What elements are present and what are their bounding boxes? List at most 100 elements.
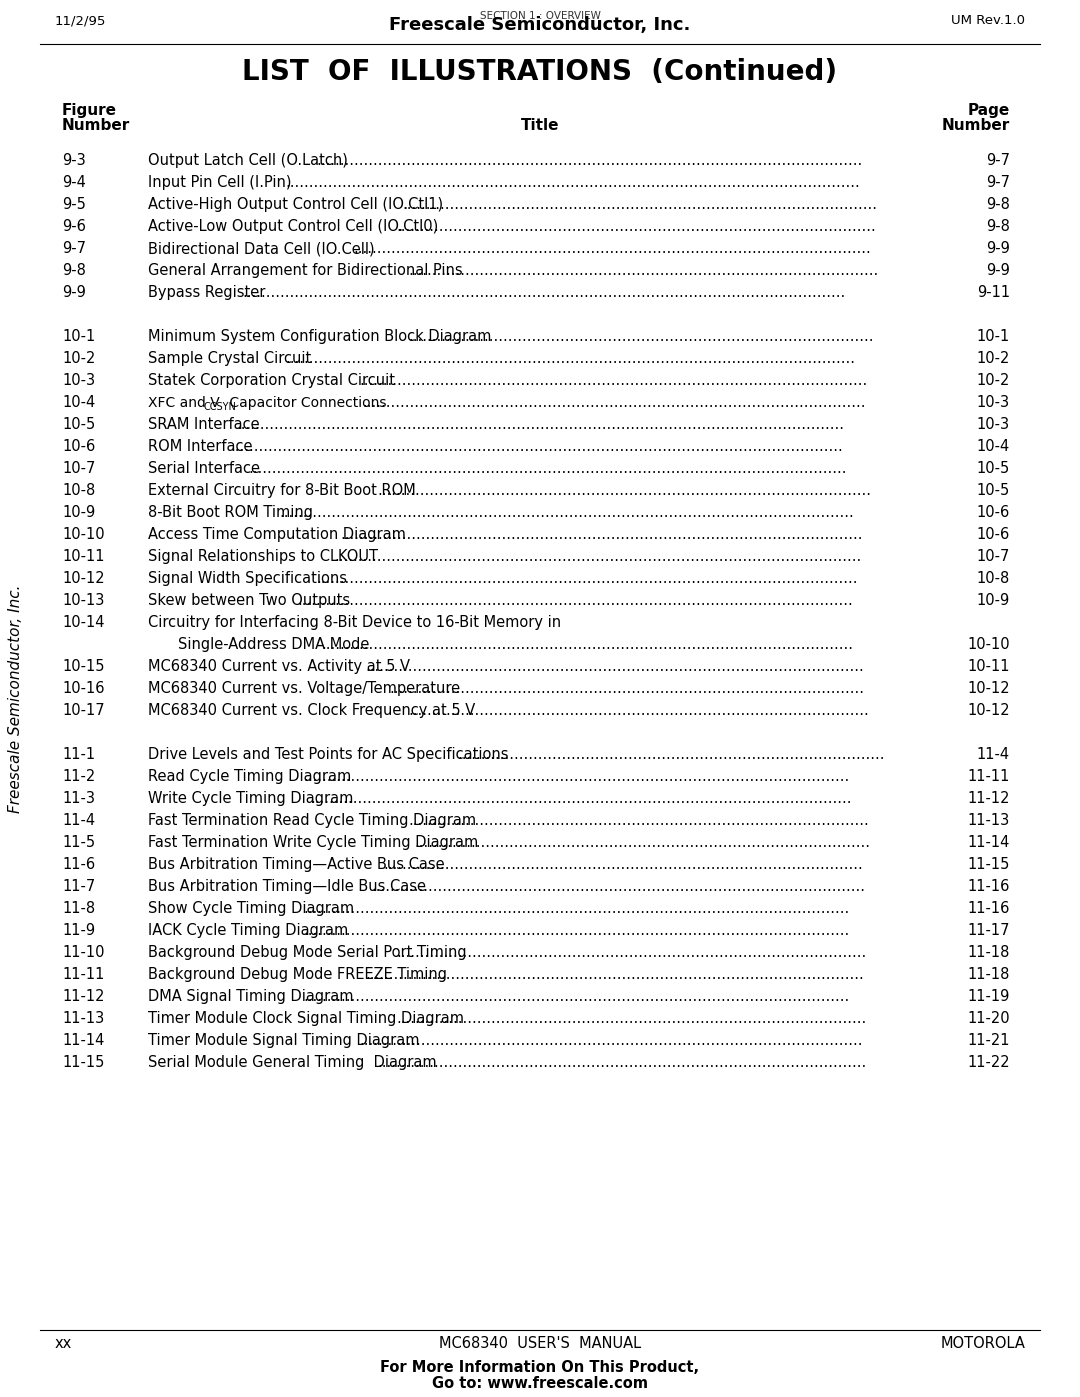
Text: Bidirectional Data Cell (IO.Cell): Bidirectional Data Cell (IO.Cell) <box>148 242 375 256</box>
Text: ................................................................................: ........................................… <box>340 527 863 542</box>
Text: 10-6: 10-6 <box>62 439 95 454</box>
Text: Fast Termination Write Cycle Timing Diagram: Fast Termination Write Cycle Timing Diag… <box>148 835 478 849</box>
Text: ................................................................................: ........................................… <box>285 351 855 366</box>
Text: 11-3: 11-3 <box>62 791 95 806</box>
Text: ................................................................................: ........................................… <box>383 856 863 872</box>
Text: 11-1: 11-1 <box>62 747 95 761</box>
Text: ................................................................................: ........................................… <box>362 395 866 409</box>
Text: ................................................................................: ........................................… <box>303 989 850 1004</box>
Text: 10-3: 10-3 <box>977 416 1010 432</box>
Text: ................................................................................: ........................................… <box>396 1011 866 1025</box>
Text: 11-13: 11-13 <box>62 1011 105 1025</box>
Text: ROM Interface: ROM Interface <box>148 439 253 454</box>
Text: 9-7: 9-7 <box>62 242 86 256</box>
Text: 9-9: 9-9 <box>62 285 86 300</box>
Text: ................................................................................: ........................................… <box>353 242 870 256</box>
Text: ................................................................................: ........................................… <box>303 923 850 937</box>
Text: ................................................................................: ........................................… <box>365 967 864 982</box>
Text: 11-16: 11-16 <box>968 879 1010 894</box>
Text: ................................................................................: ........................................… <box>396 219 876 235</box>
Text: 10-1: 10-1 <box>62 330 95 344</box>
Text: 11-18: 11-18 <box>968 944 1010 960</box>
Text: Statek Corporation Crystal Circuit: Statek Corporation Crystal Circuit <box>148 373 395 388</box>
Text: ................................................................................: ........................................… <box>365 659 864 673</box>
Text: 11-7: 11-7 <box>62 879 95 894</box>
Text: 11-2: 11-2 <box>62 768 95 784</box>
Text: 11-9: 11-9 <box>62 923 95 937</box>
Text: Active-High Output Control Cell (IO.Ctl1): Active-High Output Control Cell (IO.Ctl1… <box>148 197 443 212</box>
Text: Number: Number <box>942 117 1010 133</box>
Text: ................................................................................: ........................................… <box>248 461 847 476</box>
Text: 11-12: 11-12 <box>62 989 105 1004</box>
Text: 10-5: 10-5 <box>976 461 1010 476</box>
Text: 11-4: 11-4 <box>62 813 95 828</box>
Text: MC68340  USER'S  MANUAL: MC68340 USER'S MANUAL <box>438 1336 642 1351</box>
Text: ................................................................................: ........................................… <box>378 1055 867 1070</box>
Text: XFC and V: XFC and V <box>148 395 219 409</box>
Text: 10-10: 10-10 <box>968 637 1010 652</box>
Text: MC68340 Current vs. Voltage/Temperature: MC68340 Current vs. Voltage/Temperature <box>148 680 460 696</box>
Text: Freescale Semiconductor, Inc.: Freescale Semiconductor, Inc. <box>9 584 24 813</box>
Text: Go to: www.freescale.com: Go to: www.freescale.com <box>432 1376 648 1391</box>
Text: ................................................................................: ........................................… <box>408 813 869 828</box>
Text: 10-2: 10-2 <box>976 373 1010 388</box>
Text: 10-12: 10-12 <box>968 703 1010 718</box>
Text: 11-12: 11-12 <box>968 791 1010 806</box>
Text: 11-14: 11-14 <box>968 835 1010 849</box>
Text: 10-6: 10-6 <box>976 504 1010 520</box>
Text: Bypass Register: Bypass Register <box>148 285 266 300</box>
Text: Minimum System Configuration Block Diagram: Minimum System Configuration Block Diagr… <box>148 330 491 344</box>
Text: ................................................................................: ........................................… <box>408 263 878 278</box>
Text: 11-15: 11-15 <box>62 1055 105 1070</box>
Text: DMA Signal Timing Diagram: DMA Signal Timing Diagram <box>148 989 353 1004</box>
Text: ................................................................................: ........................................… <box>242 285 846 300</box>
Text: 9-11: 9-11 <box>977 285 1010 300</box>
Text: Page: Page <box>968 103 1010 117</box>
Text: 10-15: 10-15 <box>62 659 105 673</box>
Text: ................................................................................: ........................................… <box>279 504 854 520</box>
Text: ................................................................................: ........................................… <box>372 879 865 894</box>
Text: Serial Interface: Serial Interface <box>148 461 260 476</box>
Text: ................................................................................: ........................................… <box>310 791 851 806</box>
Text: 10-11: 10-11 <box>968 659 1010 673</box>
Text: ................................................................................: ........................................… <box>390 680 865 696</box>
Text: ................................................................................: ........................................… <box>415 835 870 849</box>
Text: 11-14: 11-14 <box>62 1032 105 1048</box>
Text: Number: Number <box>62 117 131 133</box>
Text: MC68340 Current vs. Clock Frequency at 5 V: MC68340 Current vs. Clock Frequency at 5… <box>148 703 475 718</box>
Text: Sample Crystal Circuit: Sample Crystal Circuit <box>148 351 311 366</box>
Text: ................................................................................: ........................................… <box>408 330 874 344</box>
Text: Timer Module Clock Signal Timing Diagram: Timer Module Clock Signal Timing Diagram <box>148 1011 464 1025</box>
Text: Input Pin Cell (I.Pin): Input Pin Cell (I.Pin) <box>148 175 292 190</box>
Text: Signal Width Specifications: Signal Width Specifications <box>148 571 347 585</box>
Text: 10-5: 10-5 <box>62 416 95 432</box>
Text: 10-8: 10-8 <box>62 483 95 497</box>
Text: For More Information On This Product,: For More Information On This Product, <box>380 1361 700 1375</box>
Text: 11-5: 11-5 <box>62 835 95 849</box>
Text: 10-8: 10-8 <box>976 571 1010 585</box>
Text: 11-8: 11-8 <box>62 901 95 916</box>
Text: 10-3: 10-3 <box>62 373 95 388</box>
Text: 11-13: 11-13 <box>968 813 1010 828</box>
Text: Timer Module Signal Timing Diagram: Timer Module Signal Timing Diagram <box>148 1032 419 1048</box>
Text: 11-4: 11-4 <box>977 747 1010 761</box>
Text: xx: xx <box>55 1336 72 1351</box>
Text: SECTION 1 : OVERVIEW: SECTION 1 : OVERVIEW <box>480 11 600 21</box>
Text: ................................................................................: ........................................… <box>408 703 869 718</box>
Text: 8-Bit Boot ROM Timing: 8-Bit Boot ROM Timing <box>148 504 313 520</box>
Text: 10-9: 10-9 <box>976 592 1010 608</box>
Text: 11-21: 11-21 <box>968 1032 1010 1048</box>
Text: Figure: Figure <box>62 103 117 117</box>
Text: Fast Termination Read Cycle Timing Diagram: Fast Termination Read Cycle Timing Diagr… <box>148 813 476 828</box>
Text: 10-4: 10-4 <box>62 395 95 409</box>
Text: 10-10: 10-10 <box>62 527 105 542</box>
Text: 10-13: 10-13 <box>62 592 105 608</box>
Text: ................................................................................: ........................................… <box>316 571 858 585</box>
Text: 10-7: 10-7 <box>62 461 95 476</box>
Text: 10-2: 10-2 <box>62 351 95 366</box>
Text: 9-7: 9-7 <box>986 175 1010 190</box>
Text: 11-22: 11-22 <box>968 1055 1010 1070</box>
Text: CCSYN: CCSYN <box>203 402 237 412</box>
Text: 9-6: 9-6 <box>62 219 86 235</box>
Text: 11/2/95: 11/2/95 <box>55 14 106 27</box>
